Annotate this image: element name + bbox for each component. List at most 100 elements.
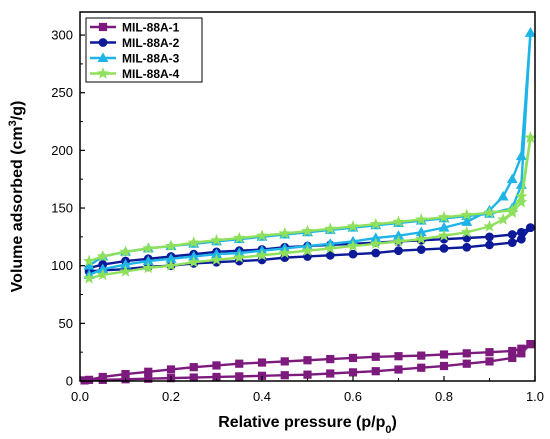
adsorption-point (348, 368, 358, 377)
desorption-point (506, 203, 519, 216)
adsorption-point (119, 265, 132, 277)
x-tick-label: 0.2 (162, 389, 180, 404)
adsorption-point (325, 250, 335, 260)
adsorption-point (233, 251, 246, 263)
y-tick-label: 150 (51, 201, 73, 216)
desorption-point (524, 27, 536, 37)
adsorption-point (371, 248, 381, 258)
desorption-point (280, 357, 289, 366)
adsorption-point (303, 370, 312, 379)
desorption-point (166, 365, 176, 374)
legend-swatch-marker (98, 38, 108, 47)
x-tick-label: 0.4 (253, 389, 271, 404)
desorption-point (462, 349, 471, 358)
legend-item: MIL-88A-1 (90, 21, 180, 35)
adsorption-point (301, 244, 314, 256)
adsorption-point (189, 373, 198, 382)
desorption-point (415, 213, 428, 225)
adsorption-point (324, 241, 337, 254)
desorption-point (485, 348, 494, 357)
adsorption-point (506, 173, 518, 184)
adsorption-point (371, 367, 380, 376)
adsorption-point (142, 261, 155, 274)
adsorption-point (348, 249, 358, 259)
legend-label: MIL-88A-4 (122, 67, 180, 81)
adsorption-point (255, 248, 269, 261)
desorption-point (210, 233, 223, 246)
desorption-point (369, 217, 382, 230)
desorption-point (164, 239, 178, 252)
adsorption-point (497, 190, 509, 201)
x-axis-title: Relative pressure (p/p0) (218, 414, 397, 436)
adsorption-point (278, 246, 291, 259)
y-tick-label: 0 (66, 374, 73, 389)
desorption-point (517, 344, 526, 353)
y-tick-label: 300 (51, 28, 73, 43)
legend-label: MIL-88A-1 (122, 21, 180, 35)
desorption-line (88, 343, 531, 382)
desorption-point (392, 215, 405, 228)
legend-label: MIL-88A-3 (122, 52, 180, 66)
adsorption-point (439, 243, 449, 253)
axis-ticks: 0.0 0.2 0.4 0.6 0.8 1.0 0 50 100 150 200 250 300 (51, 28, 544, 404)
adsorption-point (497, 213, 510, 225)
adsorption-point (392, 235, 405, 247)
desorption-point (437, 210, 451, 223)
series-mil-88a-1 (80, 340, 535, 385)
desorption-point (483, 206, 496, 218)
desorption-point (144, 367, 153, 376)
desorption-point (371, 352, 380, 361)
adsorption-point (280, 371, 289, 380)
desorption-point (278, 226, 291, 239)
adsorption-point (416, 245, 426, 254)
adsorption-point (326, 369, 335, 378)
desorption-point (121, 369, 130, 379)
adsorption-point (461, 216, 473, 226)
adsorption-point (515, 150, 527, 161)
series-mil-88a-4 (82, 131, 537, 284)
desorption-point (301, 224, 314, 237)
desorption-point (346, 220, 360, 232)
desorption-point (524, 131, 537, 143)
adsorption-point (187, 255, 200, 268)
desorption-point (507, 230, 517, 239)
adsorption-point (460, 225, 473, 238)
plot-area (80, 27, 537, 385)
x-tick-label: 0.0 (71, 389, 89, 404)
desorption-point (324, 222, 337, 234)
desorption-point (508, 346, 517, 356)
adsorption-point (507, 238, 517, 248)
x-tick-label: 1.0 (526, 389, 544, 404)
adsorption-point (483, 220, 496, 232)
desorption-point (189, 363, 198, 372)
adsorption-point (346, 239, 360, 252)
desorption-point (394, 352, 403, 361)
desorption-point (257, 358, 267, 367)
legend-swatch-marker (98, 22, 108, 32)
legend-item: MIL-88A-3 (90, 52, 180, 66)
legend-swatch-marker (96, 67, 110, 79)
adsorption-line (84, 343, 532, 382)
desorption-point (516, 227, 526, 237)
adsorption-point (485, 357, 494, 366)
desorption-point (96, 250, 109, 262)
adsorption-point (485, 240, 494, 250)
legend-item: MIL-88A-4 (90, 67, 180, 81)
legend-label: MIL-88A-2 (122, 36, 180, 50)
desorption-point (485, 232, 494, 242)
desorption-point (460, 208, 473, 221)
desorption-point (142, 241, 155, 254)
adsorption-point (462, 242, 472, 252)
desorption-point (119, 245, 132, 258)
x-tick-label: 0.6 (344, 389, 362, 404)
adsorption-point (437, 229, 451, 241)
desorption-point (233, 231, 246, 244)
desorption-point (326, 354, 335, 364)
y-tick-label: 200 (51, 143, 73, 158)
desorption-point (515, 190, 528, 202)
adsorption-point (164, 259, 178, 271)
adsorption-point (439, 361, 449, 371)
legend-swatch-marker (97, 52, 109, 62)
